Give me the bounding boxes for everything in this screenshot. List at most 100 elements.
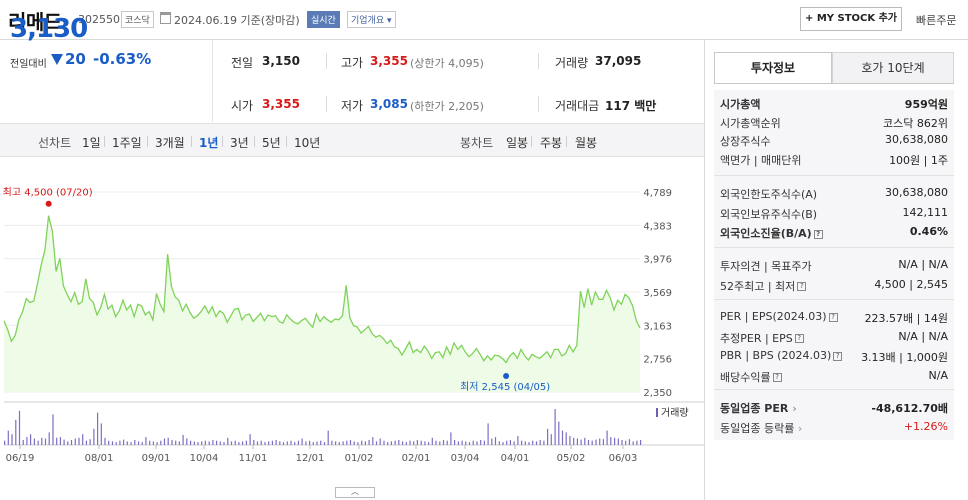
volume-bar	[141, 442, 143, 445]
volume-bar	[212, 440, 214, 445]
tab-daily[interactable]: 일봉	[506, 136, 529, 150]
tab-1y[interactable]: 1년	[199, 136, 219, 150]
info-label: 추정PER | EPS?	[720, 330, 804, 346]
volume-bar	[126, 441, 128, 445]
divider	[714, 389, 954, 390]
date-text: 2024.06.19 기준(장마감)	[174, 14, 300, 27]
tab-10y[interactable]: 10년	[294, 136, 321, 150]
volume-bar	[521, 440, 523, 445]
info-label-text: PER | EPS(2024.03)	[720, 310, 827, 323]
tab-invest-info[interactable]: 투자정보	[714, 52, 832, 84]
price-area	[4, 215, 640, 392]
collapse-chart-button[interactable]: ︿	[335, 487, 375, 498]
amount-label: 거래대금	[555, 99, 600, 113]
volume-bar	[22, 440, 24, 445]
volume-bar	[342, 441, 344, 445]
volume-bar	[606, 430, 608, 445]
add-my-stock-button[interactable]: + MY STOCK 추가	[800, 7, 902, 31]
divider	[566, 136, 567, 147]
volume-bar	[591, 440, 593, 445]
volume-bar	[420, 440, 422, 445]
volume-bar	[502, 442, 504, 445]
divider	[222, 136, 223, 147]
volume-bar	[402, 441, 404, 445]
tab-1d[interactable]: 1일	[82, 136, 101, 150]
tab-1w[interactable]: 1주일	[112, 136, 142, 150]
volume-bar	[357, 442, 359, 445]
volume-bar	[44, 438, 47, 445]
info-value: 959억원	[904, 98, 948, 111]
info-label-text: 외국인소진율(B/A)	[720, 227, 812, 240]
info-label-text: 외국인보유주식수(B)	[720, 207, 818, 221]
volume-bar	[7, 430, 9, 445]
volume-bar	[230, 441, 233, 445]
divider	[538, 53, 539, 69]
help-icon[interactable]: ?	[772, 373, 782, 382]
volume-bar	[264, 442, 266, 445]
volume-bar	[532, 440, 534, 445]
y-tick-label: 2,756	[643, 355, 672, 366]
x-tick-label: 06/03	[609, 453, 638, 464]
x-tick-label: 01/02	[345, 453, 374, 464]
y-tick-label: 4,789	[643, 188, 672, 199]
y-tick-label: 2,350	[643, 388, 672, 399]
help-icon[interactable]: ?	[794, 334, 804, 343]
info-value: 30,638,080	[885, 186, 948, 199]
help-icon[interactable]: ?	[833, 351, 843, 361]
tab-orderbook[interactable]: 호가 10단계	[832, 52, 954, 84]
help-icon[interactable]: ?	[828, 312, 838, 322]
volume-bar	[130, 442, 132, 445]
volume-bar	[550, 434, 552, 445]
price-chart[interactable]: 4,789 4,383 3,976 3,569 3,163 2,756 2,350 06/1…	[0, 158, 704, 500]
volume-bar	[465, 441, 467, 445]
volume-bar	[450, 432, 452, 445]
volume-bar	[617, 438, 619, 445]
info-label-text: 동일업종 PER	[720, 402, 789, 415]
info-value: 0.46%	[909, 225, 948, 238]
volume-bar	[294, 442, 296, 445]
quick-order-button[interactable]: 빠른주문	[916, 14, 957, 27]
tab-monthly[interactable]: 월봉	[575, 136, 598, 150]
header	[0, 0, 968, 40]
x-tick-label: 09/01	[142, 453, 171, 464]
info-label: 외국인소진율(B/A)?	[720, 225, 823, 241]
info-label: PER | EPS(2024.03)?	[720, 310, 838, 323]
tab-3m[interactable]: 3개월	[155, 136, 185, 150]
realtime-badge: 실시간	[307, 11, 340, 28]
y-tick-label: 4,383	[643, 221, 672, 232]
stock-code: 302550	[78, 13, 120, 26]
volume-bar	[78, 437, 80, 445]
volume-bar	[223, 442, 225, 445]
current-price: 3,130	[10, 14, 88, 44]
volume-bar	[323, 442, 326, 445]
company-overview-button[interactable]: 기업개요 ▾	[347, 11, 396, 28]
price-line	[3, 215, 641, 364]
upper-limit: (상한가 4,095)	[410, 57, 484, 70]
prev-close-label: 전일	[231, 56, 254, 70]
tab-5y[interactable]: 5년	[262, 136, 281, 150]
low-value: 3,085	[370, 97, 408, 111]
volume-bar	[610, 437, 612, 445]
volume-bar	[15, 419, 17, 445]
amount-value: 117 백만	[605, 99, 657, 113]
volume-bar	[256, 441, 259, 445]
x-tick-label: 03/04	[451, 453, 480, 464]
volume-bar	[539, 440, 541, 445]
volume-bar	[18, 410, 21, 445]
divider	[191, 136, 192, 147]
volume-bar	[558, 421, 560, 445]
volume-bar	[335, 441, 337, 445]
volume-bar	[104, 437, 106, 445]
volume-bar	[74, 438, 76, 445]
help-icon[interactable]: ?	[813, 229, 823, 239]
volume-bar	[472, 440, 474, 445]
volume-bar	[390, 441, 392, 445]
tab-weekly[interactable]: 주봉	[540, 136, 563, 150]
tab-3y[interactable]: 3년	[230, 136, 249, 150]
info-value: 30,638,080	[885, 133, 948, 146]
volume-bar	[573, 437, 575, 445]
volume-bar	[364, 441, 366, 445]
info-value: N/A	[928, 368, 948, 382]
help-icon[interactable]: ?	[797, 282, 807, 291]
low-annotation: 최저 2,545 (04/05)	[460, 381, 550, 393]
